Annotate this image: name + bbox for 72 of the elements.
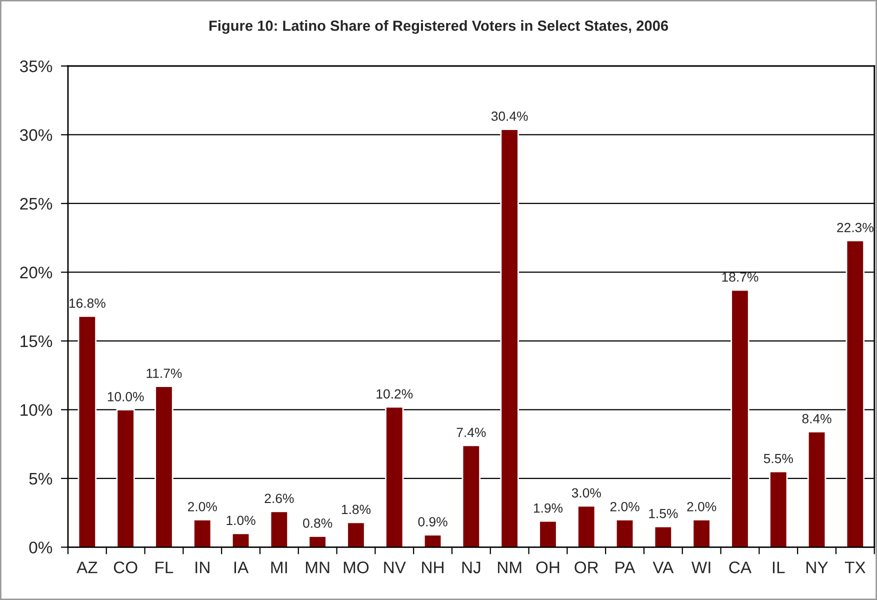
bar (692, 519, 711, 548)
data-label: 3.0% (572, 488, 601, 498)
y-tick-label: 20% (20, 266, 52, 278)
y-tick-label: 30% (20, 129, 52, 141)
data-label: 11.7% (146, 368, 182, 378)
y-tick-label: 0% (29, 542, 52, 554)
data-label: 0.9% (418, 517, 448, 526)
y-tick-label: 10% (20, 404, 52, 416)
y-tick-label: 35% (20, 60, 52, 72)
x-tick-label: NH (422, 562, 444, 574)
bar (270, 510, 289, 548)
x-tick-label: MO (344, 562, 369, 574)
data-label: 30.4% (491, 112, 528, 121)
y-tick-label: 25% (20, 198, 52, 210)
bar (346, 522, 366, 548)
data-label: 16.8% (69, 298, 106, 308)
bar (193, 519, 212, 548)
bar (538, 520, 558, 548)
x-tick-label: CO (114, 562, 138, 574)
x-tick-label: NM (498, 562, 522, 574)
data-label: 2.0% (687, 502, 716, 512)
data-label: 7.4% (456, 428, 486, 438)
data-label: 1.5% (649, 508, 678, 518)
data-label: 22.3% (837, 222, 874, 232)
bar (462, 444, 481, 548)
bar (154, 386, 174, 548)
data-label: 2.0% (610, 502, 640, 512)
x-tick-label: VA (652, 562, 674, 574)
bar (846, 240, 865, 548)
bar (615, 519, 634, 548)
x-tick-label: WI (691, 562, 710, 574)
bar (500, 128, 519, 548)
x-tick-label: OH (536, 562, 560, 574)
x-tick-label: FL (156, 562, 174, 574)
bar (78, 316, 97, 548)
data-label: 1.8% (342, 504, 371, 514)
data-label: 0.8% (303, 518, 332, 528)
x-tick-label: AZ (76, 562, 98, 574)
data-label: 8.4% (802, 414, 832, 424)
data-label: 10.2% (376, 389, 413, 399)
x-tick-label: NJ (462, 562, 480, 574)
data-label: 5.5% (764, 454, 793, 464)
x-tick-label: IA (234, 562, 249, 574)
y-tick-label: 15% (20, 335, 52, 348)
bar (807, 431, 826, 548)
data-label: 2.0% (188, 502, 217, 512)
x-tick-label: NV (384, 562, 406, 574)
bar (423, 534, 442, 548)
x-tick-label: MI (271, 562, 287, 574)
x-tick-label: NY (806, 562, 828, 574)
bar (730, 289, 750, 548)
bar (577, 505, 596, 548)
bar (116, 409, 135, 548)
data-label: 1.0% (226, 516, 256, 526)
data-label: 1.9% (534, 503, 563, 513)
chart-title: Figure 10: Latino Share of Registered Voters in Select States, 2006 (209, 20, 668, 34)
data-label: 10.0% (108, 392, 144, 402)
bar (385, 406, 404, 548)
data-label: 18.7% (722, 272, 758, 282)
x-tick-label: IN (196, 562, 210, 574)
bar (769, 470, 788, 548)
x-tick-label: MN (306, 562, 330, 574)
y-tick-label: 5% (29, 472, 52, 485)
x-tick-label: OR (574, 562, 598, 574)
x-tick-label: CA (729, 562, 752, 574)
x-tick-label: PA (616, 562, 636, 574)
data-label: 2.6% (264, 494, 294, 504)
x-tick-label: IL (772, 562, 785, 574)
bar (654, 526, 673, 548)
bar (308, 536, 327, 548)
bar (231, 532, 250, 548)
x-tick-label: TX (844, 562, 866, 574)
